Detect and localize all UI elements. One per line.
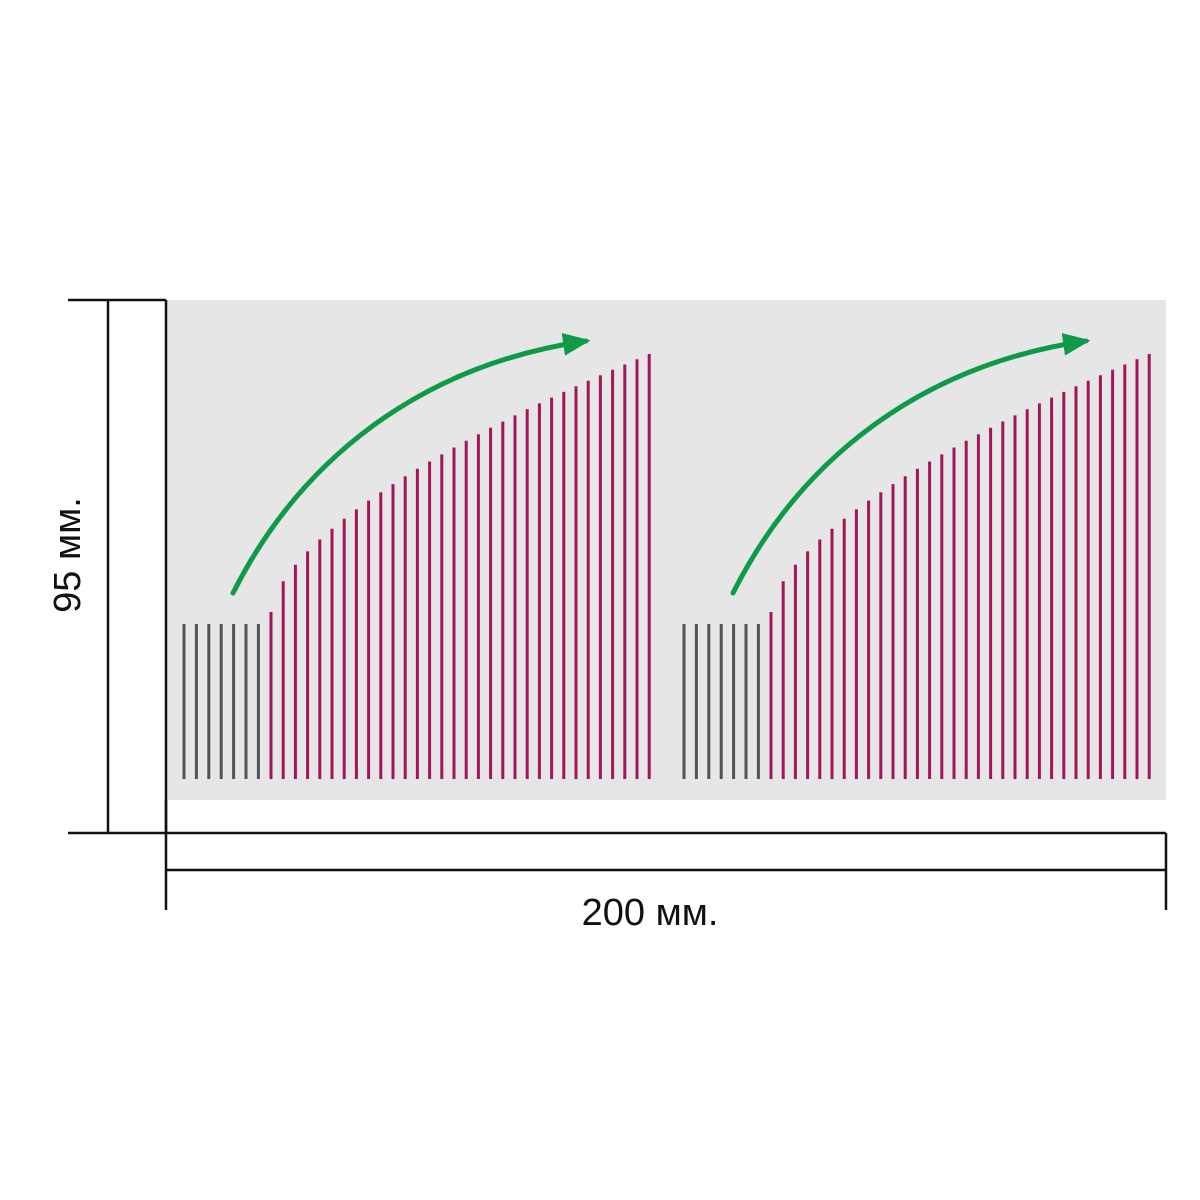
stripe-pattern-right (682, 354, 1151, 779)
arrow-curved-icon (730, 332, 1091, 596)
width-label: 200 мм. (582, 892, 719, 934)
stripe-pattern-left (182, 354, 651, 779)
width-dimension (164, 800, 1168, 910)
height-dimension (68, 298, 168, 835)
height-label: 95 мм. (47, 497, 89, 613)
arrow-curved-icon (230, 332, 591, 596)
